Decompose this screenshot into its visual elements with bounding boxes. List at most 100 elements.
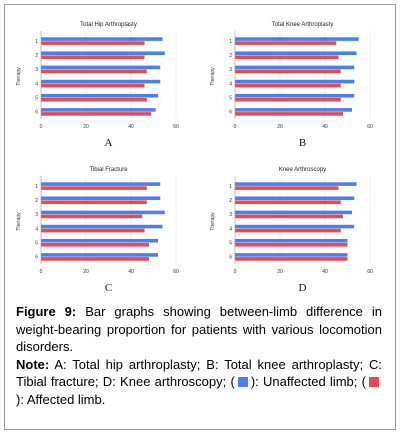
bar-unaffected	[41, 253, 158, 257]
chart-panel-b: Total Knee Arthroplasty 0 20 40 60 Therapy 1 2 3…	[200, 6, 394, 151]
category-label: 1	[35, 39, 38, 45]
category-label: 2	[35, 53, 38, 59]
x-tick-label: 0	[234, 269, 237, 275]
figure-label: Figure 9:	[16, 304, 77, 319]
x-tick-label: 40	[128, 124, 134, 130]
x-tick-label: 40	[322, 124, 328, 130]
x-tick-label: 20	[277, 269, 283, 275]
bar-affected	[41, 257, 149, 261]
bar-unaffected	[41, 93, 158, 98]
figure-text: Bar graphs showing between-limb differen…	[16, 304, 382, 354]
bar-affected	[41, 200, 147, 205]
bar-unaffected	[41, 238, 158, 243]
category-label: 4	[35, 81, 38, 87]
category-label: 2	[229, 53, 232, 59]
x-tick-label: 0	[40, 269, 43, 275]
open-paren: (	[230, 374, 235, 389]
note-text: A: Total hip arthroplasty; B: Total knee…	[16, 356, 382, 390]
category-label: 5	[35, 241, 38, 247]
bar-affected	[235, 214, 343, 219]
note-label: Note:	[16, 356, 50, 372]
category-label: 1	[35, 184, 38, 190]
affected-legend-swatch	[368, 377, 379, 387]
category-label: 4	[35, 226, 38, 232]
category-label: 5	[35, 96, 38, 102]
chart-c: Tibial Fracture 0 20 40 60 Therapy 1 2 3 4 5 6 C	[16, 167, 179, 294]
figure-caption: Figure 9: Bar graphs showing between-lim…	[16, 303, 382, 408]
category-label: 4	[229, 226, 232, 232]
bar-affected	[235, 55, 339, 60]
chart-panel-d: Knee Arthroscopy 0 20 40 60 Therapy 1 2 3 4 5 6 D	[200, 151, 394, 296]
y-axis-label: Therapy	[210, 67, 216, 86]
category-label: 3	[229, 212, 232, 218]
y-axis-label: Therapy	[210, 212, 216, 231]
category-label: 4	[229, 81, 232, 87]
bar-affected	[41, 83, 145, 88]
caption-figure-paragraph: Figure 9: Bar graphs showing between-lim…	[16, 303, 382, 356]
chart-a: Total Hip Arthroplasty 0 20 40 60 Therapy 1 2 3 4…	[16, 22, 179, 149]
bar-affected	[235, 257, 348, 261]
bar-unaffected	[41, 37, 163, 41]
panel-label: A	[105, 137, 113, 149]
category-label: 6	[229, 255, 232, 261]
bar-affected	[235, 186, 339, 190]
y-axis-label: Therapy	[16, 212, 22, 231]
bar-unaffected	[235, 65, 355, 70]
bar-unaffected	[41, 65, 161, 70]
bar-affected	[41, 228, 145, 233]
category-label: 6	[35, 110, 38, 116]
bar-unaffected	[235, 93, 355, 98]
chart-panel-c: Tibial Fracture 0 20 40 60 Therapy 1 2 3 4 5 6 C	[6, 151, 200, 296]
panel-label: D	[299, 282, 307, 294]
x-tick-label: 0	[40, 124, 43, 130]
bar-unaffected	[235, 238, 348, 243]
bar-affected	[41, 186, 147, 190]
bar-unaffected	[235, 210, 352, 215]
bar-unaffected	[41, 210, 165, 215]
chart-d: Knee Arthroscopy 0 20 40 60 Therapy 1 2 3 4 5 6 D	[210, 167, 373, 294]
bar-affected	[41, 214, 143, 219]
x-tick-label: 60	[367, 269, 373, 275]
bar-affected	[235, 228, 341, 233]
bar-unaffected	[235, 196, 355, 201]
category-label: 2	[229, 198, 232, 204]
chart-title: Total Knee Arthroplasty	[272, 22, 334, 28]
bar-unaffected	[235, 37, 359, 41]
charts-grid: Total Hip Arthroplasty 0 20 40 60 Therapy 1 2 3 4…	[6, 6, 394, 296]
bar-affected	[235, 83, 341, 88]
bar-affected	[235, 41, 337, 45]
category-label: 3	[35, 67, 38, 73]
unaffected-legend-swatch	[237, 377, 248, 387]
bar-unaffected	[41, 182, 161, 186]
bar-affected	[41, 69, 147, 74]
bar-unaffected	[41, 108, 156, 112]
bar-affected	[235, 200, 341, 205]
category-label: 5	[229, 96, 232, 102]
category-label: 1	[229, 39, 232, 45]
chart-b: Total Knee Arthroplasty 0 20 40 60 Therapy 1 2 3…	[210, 22, 373, 149]
x-tick-label: 60	[173, 124, 179, 130]
bar-unaffected	[41, 51, 165, 56]
bar-unaffected	[235, 182, 357, 186]
bar-unaffected	[235, 51, 357, 56]
x-tick-label: 20	[277, 124, 283, 130]
category-label: 6	[35, 255, 38, 261]
caption-note-paragraph: Note: A: Total hip arthroplasty; B: Tota…	[16, 356, 382, 409]
category-label: 3	[229, 67, 232, 73]
bar-affected	[235, 242, 348, 247]
x-tick-label: 60	[367, 124, 373, 130]
x-tick-label: 60	[173, 269, 179, 275]
chart-panel-a: Total Hip Arthroplasty 0 20 40 60 Therapy 1 2 3 4…	[6, 6, 200, 151]
bar-affected	[235, 112, 343, 116]
bar-unaffected	[235, 108, 352, 112]
figure-frame	[4, 4, 396, 430]
bar-unaffected	[235, 224, 355, 229]
x-tick-label: 20	[83, 124, 89, 130]
category-label: 6	[229, 110, 232, 116]
bar-affected	[41, 112, 152, 116]
bar-affected	[41, 55, 145, 60]
y-axis-label: Therapy	[16, 67, 22, 86]
bar-affected	[41, 97, 147, 102]
chart-title: Tibial Fracture	[89, 167, 128, 173]
category-label: 2	[35, 198, 38, 204]
